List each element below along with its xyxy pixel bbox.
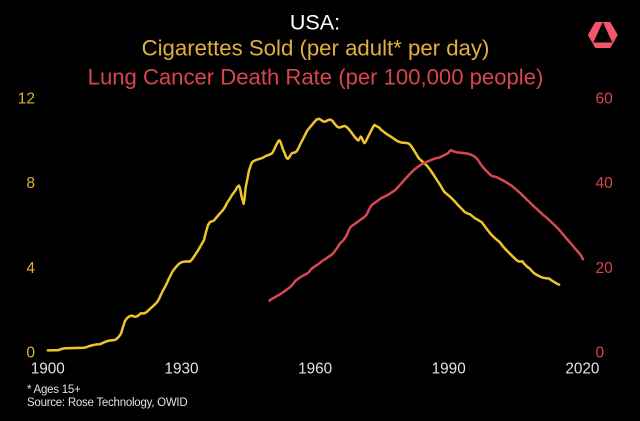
svg-text:1960: 1960 (298, 361, 332, 378)
svg-text:1990: 1990 (432, 361, 466, 378)
svg-text:1930: 1930 (164, 361, 198, 378)
svg-text:40: 40 (596, 175, 614, 192)
svg-text:0: 0 (26, 345, 35, 362)
svg-text:1900: 1900 (31, 361, 65, 378)
svg-text:8: 8 (26, 175, 35, 192)
svg-text:0: 0 (596, 345, 605, 362)
svg-text:Source: Rose Technology, OWID: Source: Rose Technology, OWID (27, 397, 187, 409)
svg-text:12: 12 (18, 90, 35, 107)
svg-text:* Ages 15+: * Ages 15+ (27, 384, 81, 396)
svg-text:20: 20 (596, 260, 614, 277)
svg-text:60: 60 (596, 90, 614, 107)
svg-text:4: 4 (26, 260, 35, 277)
svg-text:2020: 2020 (565, 361, 599, 378)
svg-text:Cigarettes Sold (per adult* pe: Cigarettes Sold (per adult* per day) (142, 36, 490, 61)
svg-text:Lung Cancer Death Rate (per 10: Lung Cancer Death Rate (per 100,000 peop… (88, 65, 544, 90)
svg-text:USA:: USA: (290, 10, 340, 34)
